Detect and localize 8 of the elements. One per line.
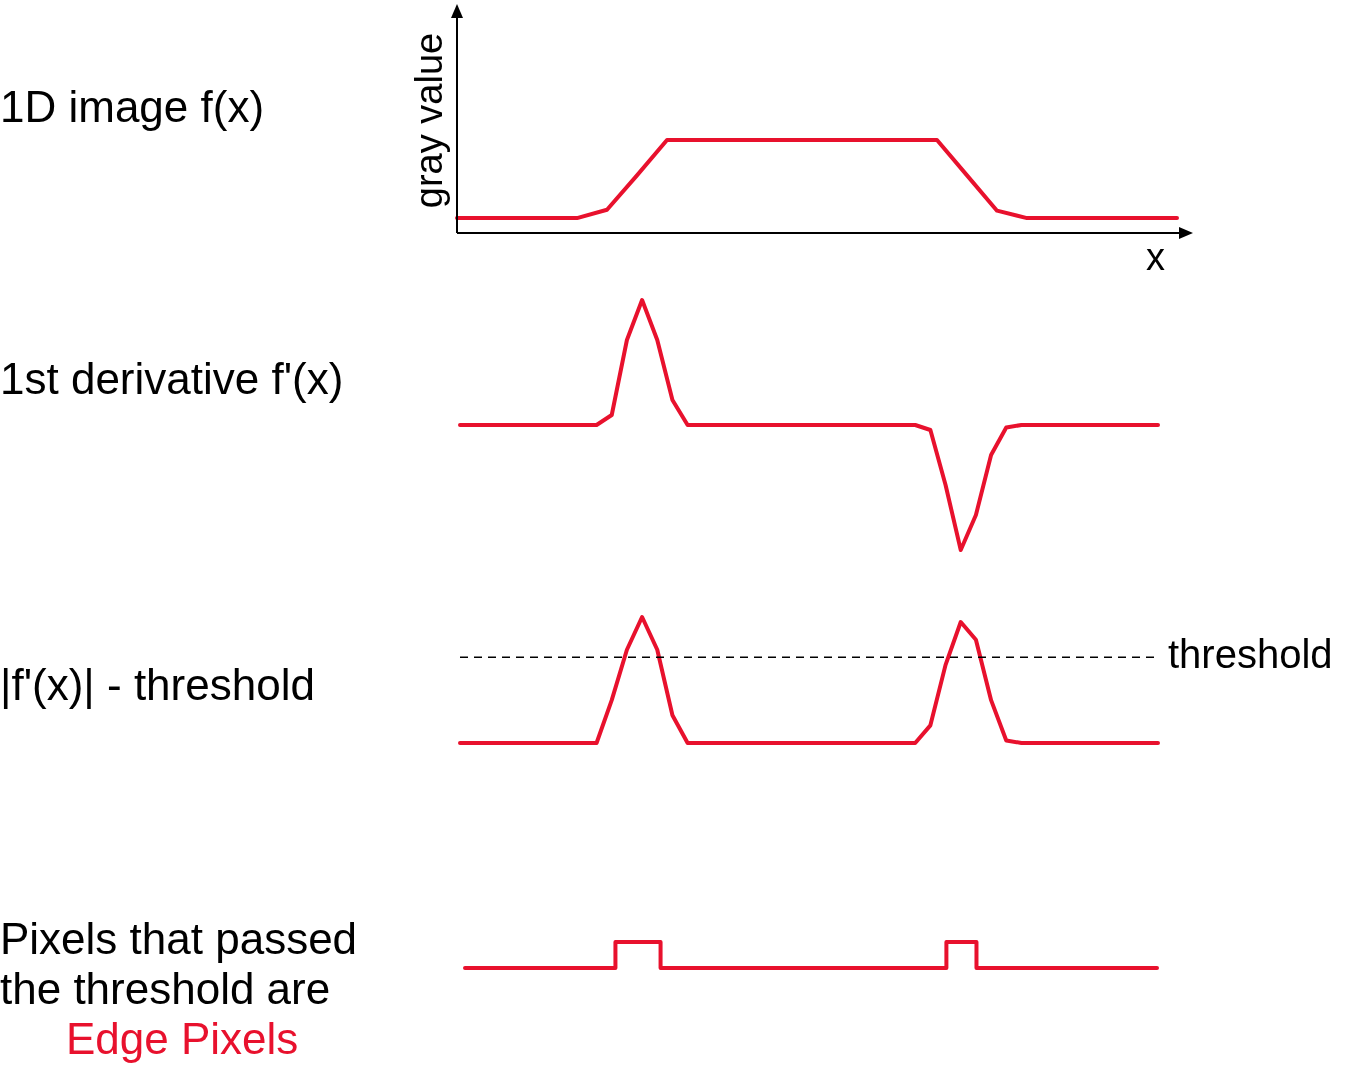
chart-title: Pixels that passed the threshold are (0, 914, 358, 1013)
text: 1st derivative f'(x) (0, 354, 345, 404)
ref-line-label: threshold (1168, 632, 1333, 677)
y-axis-title: gray value (407, 32, 451, 208)
x-axis-title: x (1146, 236, 1165, 279)
text: |f'(x)| - threshold (0, 660, 316, 710)
text: Edge Pixels (65, 1014, 300, 1064)
chart-title: 1D image f(x) (0, 82, 266, 132)
